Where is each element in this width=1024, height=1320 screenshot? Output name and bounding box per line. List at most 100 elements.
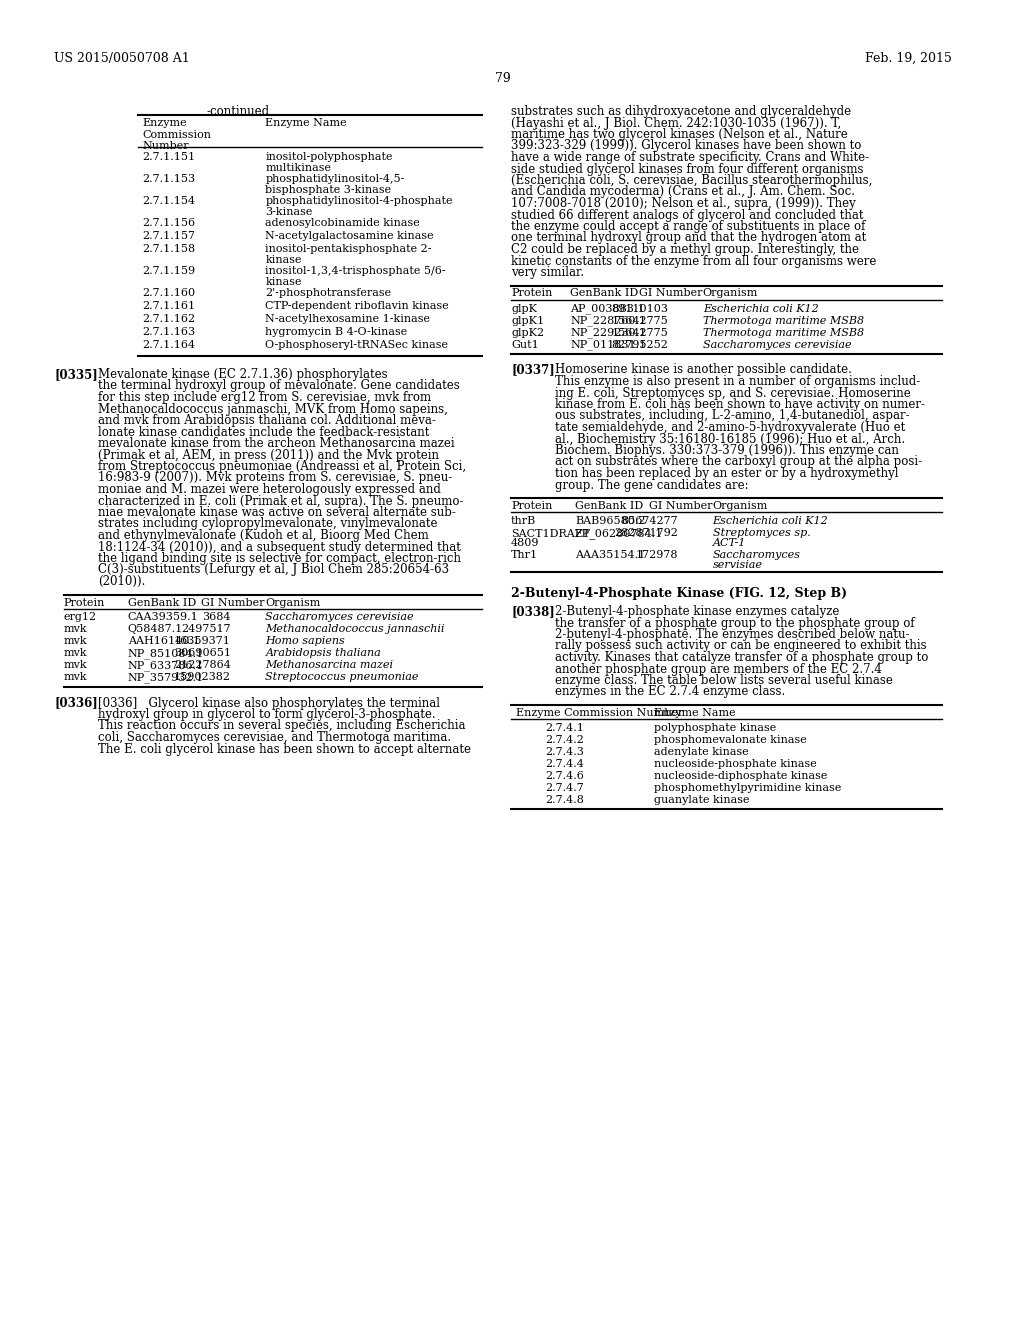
Text: 399:323-329 (1999)). Glycerol kinases have been shown to: 399:323-329 (1999)). Glycerol kinases ha… (511, 140, 861, 153)
Text: SACT1DRAFT_: SACT1DRAFT_ (511, 528, 596, 539)
Text: 2.7.1.153: 2.7.1.153 (142, 174, 196, 183)
Text: Feb. 19, 2015: Feb. 19, 2015 (865, 51, 952, 65)
Text: 2.7.4.1: 2.7.4.1 (546, 723, 585, 733)
Text: another phosphate group are members of the EC 2.7.4: another phosphate group are members of t… (555, 663, 882, 676)
Text: kinase: kinase (265, 255, 302, 265)
Text: This enzyme is also present in a number of organisms includ-: This enzyme is also present in a number … (555, 375, 921, 388)
Text: 15902382: 15902382 (174, 672, 231, 682)
Text: Methanocaldococcus jannaschii: Methanocaldococcus jannaschii (265, 624, 444, 635)
Text: AP_003883.1: AP_003883.1 (570, 304, 644, 314)
Text: 18:1124-34 (2010)), and a subsequent study determined that: 18:1124-34 (2010)), and a subsequent stu… (98, 540, 461, 553)
Text: [0336]: [0336] (54, 697, 98, 710)
Text: Homoserine kinase is another possible candidate.: Homoserine kinase is another possible ca… (555, 363, 852, 376)
Text: group. The gene candidates are:: group. The gene candidates are: (555, 479, 749, 491)
Text: 2.7.1.151: 2.7.1.151 (142, 152, 196, 162)
Text: 21227864: 21227864 (174, 660, 231, 671)
Text: 3-kinase: 3-kinase (265, 207, 312, 216)
Text: and mvk from Arabidopsis thaliana col. Additional meva-: and mvk from Arabidopsis thaliana col. A… (98, 414, 436, 426)
Text: Streptococcus pneumoniae: Streptococcus pneumoniae (265, 672, 419, 682)
Text: inositol-1,3,4-trisphosphate 5/6-: inositol-1,3,4-trisphosphate 5/6- (265, 267, 446, 276)
Text: nucleoside-phosphate kinase: nucleoside-phosphate kinase (653, 759, 816, 770)
Text: the transfer of a phosphate group to the phosphate group of: the transfer of a phosphate group to the… (555, 616, 914, 630)
Text: Protein: Protein (511, 289, 552, 298)
Text: GI Number: GI Number (648, 502, 712, 511)
Text: Protein: Protein (63, 598, 105, 607)
Text: 2.7.1.161: 2.7.1.161 (142, 301, 196, 312)
Text: 2.7.1.162: 2.7.1.162 (142, 314, 196, 323)
Text: 2.7.4.7: 2.7.4.7 (546, 783, 584, 793)
Text: mvk: mvk (63, 648, 87, 659)
Text: phosphatidylinositol-4,5-: phosphatidylinositol-4,5- (265, 174, 404, 183)
Text: GenBank ID: GenBank ID (128, 598, 196, 607)
Text: NP_011831.1: NP_011831.1 (570, 339, 646, 350)
Text: GI Number: GI Number (639, 289, 702, 298)
Text: Organism: Organism (713, 502, 768, 511)
Text: enzyme class. The table below lists several useful kinase: enzyme class. The table below lists seve… (555, 675, 893, 686)
Text: rally possess such activity or can be engineered to exhibit this: rally possess such activity or can be en… (555, 639, 927, 652)
Text: coli, Saccharomyces cerevisiae, and Thermotoga maritima.: coli, Saccharomyces cerevisiae, and Ther… (98, 731, 452, 744)
Text: multikinase: multikinase (265, 162, 332, 173)
Text: 2.7.4.4: 2.7.4.4 (546, 759, 585, 770)
Text: strates including cylopropylmevalonate, vinylmevalonate: strates including cylopropylmevalonate, … (98, 517, 438, 531)
Text: 89110103: 89110103 (611, 304, 669, 314)
Text: glpK: glpK (511, 304, 537, 314)
Text: Escherichia coli K12: Escherichia coli K12 (713, 516, 828, 525)
Text: the ligand binding site is selective for compact, electron-rich: the ligand binding site is selective for… (98, 552, 461, 565)
Text: very similar.: very similar. (511, 267, 584, 279)
Text: Gut1: Gut1 (511, 339, 539, 350)
Text: Biochem. Biophys. 330:373-379 (1996)). This enzyme can: Biochem. Biophys. 330:373-379 (1996)). T… (555, 444, 899, 457)
Text: US 2015/0050708 A1: US 2015/0050708 A1 (54, 51, 189, 65)
Text: CAA39359.1: CAA39359.1 (128, 612, 199, 623)
Text: Thermotoga maritime MSB8: Thermotoga maritime MSB8 (702, 315, 864, 326)
Text: (2010)).: (2010)). (98, 576, 145, 587)
Text: 2.7.4.2: 2.7.4.2 (546, 735, 585, 744)
Text: ing E. coli, Streptomyces sp, and S. cerevisiae. Homoserine: ing E. coli, Streptomyces sp, and S. cer… (555, 387, 911, 400)
Text: enzymes in the EC 2.7.4 enzyme class.: enzymes in the EC 2.7.4 enzyme class. (555, 685, 785, 698)
Text: 15642775: 15642775 (611, 327, 669, 338)
Text: This reaction occurs in several species, including Escherichia: This reaction occurs in several species,… (98, 719, 466, 733)
Text: Mevalonate kinase (EC 2.7.1.36) phosphorylates: Mevalonate kinase (EC 2.7.1.36) phosphor… (98, 368, 388, 381)
Text: the terminal hydroxyl group of mevalonate. Gene candidates: the terminal hydroxyl group of mevalonat… (98, 380, 460, 392)
Text: studied 66 different analogs of glycerol and concluded that: studied 66 different analogs of glycerol… (511, 209, 863, 222)
Text: (Escherichia coli, S. cerevisiae, Bacillus stearothermophilus,: (Escherichia coli, S. cerevisiae, Bacill… (511, 174, 872, 187)
Text: 16359371: 16359371 (174, 636, 231, 647)
Text: 82795252: 82795252 (611, 339, 669, 350)
Text: adenosylcobinamide kinase: adenosylcobinamide kinase (265, 218, 420, 228)
Text: 2.7.1.164: 2.7.1.164 (142, 341, 196, 350)
Text: thrB: thrB (511, 516, 537, 525)
Text: and ethynylmevalonate (Kudoh et al, Bioorg Med Chem: and ethynylmevalonate (Kudoh et al, Bioo… (98, 529, 429, 543)
Text: Protein: Protein (511, 502, 552, 511)
Text: act on substrates where the carboxyl group at the alpha posi-: act on substrates where the carboxyl gro… (555, 455, 923, 469)
Text: Q58487.1: Q58487.1 (128, 624, 183, 635)
Text: guanylate kinase: guanylate kinase (653, 795, 749, 805)
Text: 2.7.1.163: 2.7.1.163 (142, 327, 196, 337)
Text: polyphosphate kinase: polyphosphate kinase (653, 723, 776, 733)
Text: Enzyme Name: Enzyme Name (653, 708, 735, 718)
Text: niae mevalonate kinase was active on several alternate sub-: niae mevalonate kinase was active on sev… (98, 506, 456, 519)
Text: 2.7.1.159: 2.7.1.159 (142, 267, 196, 276)
Text: AAH16140.1: AAH16140.1 (128, 636, 200, 647)
Text: GI Number: GI Number (202, 598, 265, 607)
Text: Methanocaldococcus janmaschi, MVK from Homo sapeins,: Methanocaldococcus janmaschi, MVK from H… (98, 403, 449, 416)
Text: GenBank ID: GenBank ID (570, 289, 638, 298)
Text: Thr1: Thr1 (511, 550, 539, 560)
Text: Enzyme Name: Enzyme Name (265, 117, 347, 128)
Text: mvk: mvk (63, 672, 87, 682)
Text: 16:983-9 (2007)). Mvk proteins from S. cerevisiae, S. pneu-: 16:983-9 (2007)). Mvk proteins from S. c… (98, 471, 453, 484)
Text: inositol-pentakisphosphate 2-: inositol-pentakisphosphate 2- (265, 244, 432, 253)
Text: N-acetylgalactosamine kinase: N-acetylgalactosamine kinase (265, 231, 434, 242)
Text: Streptomyces sp.: Streptomyces sp. (713, 528, 810, 539)
Text: 15642775: 15642775 (611, 315, 669, 326)
Text: Organism: Organism (265, 598, 321, 607)
Text: kinetic constants of the enzyme from all four organisms were: kinetic constants of the enzyme from all… (511, 255, 877, 268)
Text: (Hayashi et al., J Biol. Chem. 242:1030-1035 (1967)). T,: (Hayashi et al., J Biol. Chem. 242:1030-… (511, 116, 842, 129)
Text: 2.7.4.3: 2.7.4.3 (546, 747, 585, 756)
Text: Saccharomyces: Saccharomyces (713, 550, 801, 560)
Text: NP_357932.1: NP_357932.1 (128, 672, 204, 684)
Text: 107:7008-7018 (2010); Nelson et al., supra, (1999)). They: 107:7008-7018 (2010); Nelson et al., sup… (511, 197, 856, 210)
Text: 2.7.1.160: 2.7.1.160 (142, 288, 196, 298)
Text: lonate kinase candidates include the feedback-resistant: lonate kinase candidates include the fee… (98, 425, 430, 438)
Text: adenylate kinase: adenylate kinase (653, 747, 749, 756)
Text: 172978: 172978 (636, 550, 678, 560)
Text: NP_229230.1: NP_229230.1 (570, 327, 646, 338)
